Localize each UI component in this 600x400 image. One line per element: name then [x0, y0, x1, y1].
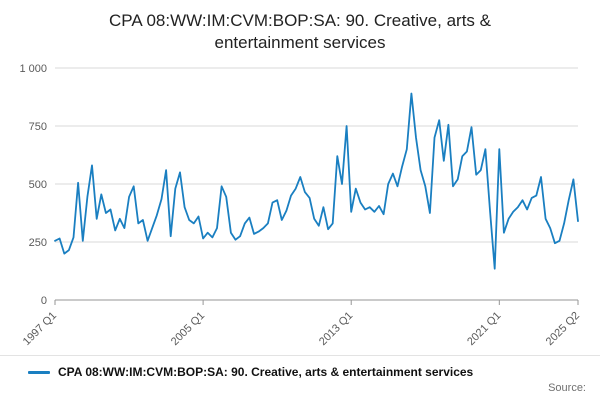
chart-widget: CPA 08:WW:IM:CVM:BOP:SA: 90. Creative, a…	[0, 11, 600, 394]
x-tick-label: 1997 Q1	[21, 309, 59, 345]
legend-line-icon	[28, 370, 50, 374]
legend-label: CPA 08:WW:IM:CVM:BOP:SA: 90. Creative, a…	[58, 365, 474, 379]
chart-footer: CPA 08:WW:IM:CVM:BOP:SA: 90. Creative, a…	[0, 355, 600, 400]
source-label: Source:	[548, 382, 586, 394]
y-tick-label: 500	[29, 179, 47, 191]
data-series-line	[54, 92, 579, 270]
y-tick-label: 250	[29, 237, 47, 249]
x-tick-label: 2021 Q1	[465, 309, 503, 345]
y-tick-label: 1 000	[19, 63, 47, 75]
x-tick-label: 2025 Q2	[544, 309, 582, 345]
y-tick-label: 0	[41, 295, 47, 307]
x-tick-label: 2013 Q1	[317, 309, 355, 345]
y-tick-label: 750	[29, 121, 47, 133]
line-chart: 0 250 500 750 1 000 1997 Q1 2005 Q1 2013 Q1 2021…	[19, 63, 582, 346]
chart-title: CPA 08:WW:IM:CVM:BOP:SA: 90. Creative, a…	[109, 11, 491, 52]
x-tick-label: 2005 Q1	[169, 309, 207, 345]
legend: CPA 08:WW:IM:CVM:BOP:SA: 90. Creative, a…	[28, 365, 590, 379]
